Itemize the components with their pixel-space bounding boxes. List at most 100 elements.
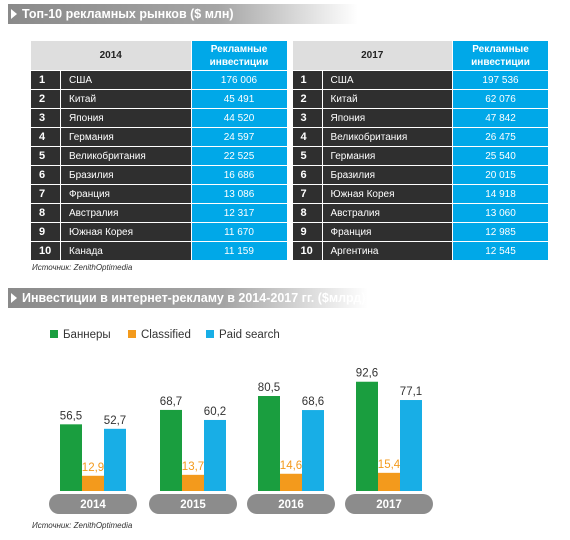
bar-баннеры [160,409,182,491]
country-cell: Китай [60,89,192,109]
x-tick-label: 2017 [376,499,402,511]
investment-cell: 25 540 [452,146,549,166]
country-cell: Великобритания [60,146,192,166]
investment-cell: 13 086 [190,184,288,204]
year-header-right: 2017 [291,40,453,71]
country-cell: Аргентина [321,241,453,261]
country-cell: Великобритания [321,127,453,147]
table-row: 8 Австралия 12 317 8 Австралия 13 060 [30,203,549,223]
bar-classified [280,473,302,491]
country-cell: Южная Корея [321,184,453,204]
data-label: 60,2 [204,406,226,418]
rank-cell: 3 [30,108,61,128]
rank-cell: 6 [291,165,323,185]
investment-cell: 11 159 [190,241,288,261]
bar-paid-search [104,428,126,491]
investment-cell: 45 491 [190,89,288,109]
bar-paid-search [400,400,422,491]
investment-cell: 197 536 [452,70,549,90]
table-row: 6 Бразилия 16 686 6 Бразилия 20 015 [30,165,549,185]
country-cell: Австралия [321,203,453,223]
column-gap [287,241,292,261]
table-row: 9 Южная Корея 11 670 9 Франция 12 985 [30,222,549,242]
country-cell: Германия [321,146,453,166]
country-cell: Бразилия [60,165,192,185]
column-gap [287,203,292,223]
rank-cell: 6 [30,165,61,185]
country-cell: Япония [60,108,192,128]
investment-cell: 12 545 [452,241,549,261]
bar-баннеры [60,424,82,491]
investment-header-right: Рекламные инвестиции [452,40,549,71]
investment-cell: 22 525 [190,146,288,166]
rank-cell: 4 [30,127,61,147]
legend-label: Classified [141,329,191,341]
investment-cell: 62 076 [452,89,549,109]
rank-cell: 1 [30,70,61,90]
bar-classified [182,474,204,491]
rank-cell: 7 [291,184,323,204]
rank-cell: 3 [291,108,323,128]
investment-cell: 12 985 [452,222,549,242]
table-row: 2 Китай 45 491 2 Китай 62 076 [30,89,549,109]
column-gap [287,127,292,147]
column-gap [287,184,292,204]
bar-paid-search [302,410,324,491]
legend-label: Paid search [219,329,280,341]
year-pill [149,494,237,514]
investment-cell: 14 918 [452,184,549,204]
investment-header-left: Рекламные инвестиции [190,40,288,71]
investment-cell: 44 520 [190,108,288,128]
country-cell: Япония [321,108,453,128]
source-note-top: Источник: ZenithOptimedia [32,263,133,272]
country-cell: Австралия [60,203,192,223]
top-markets-table: 2014 Рекламные инвестиции 2017 Рекламные… [30,40,549,261]
rank-cell: 4 [291,127,323,147]
table-row: 10 Канада 11 159 10 Аргентина 12 545 [30,241,549,261]
data-label: 56,5 [60,410,82,422]
year-pill [49,494,137,514]
data-label: 14,6 [280,460,302,472]
rank-cell: 5 [291,146,323,166]
rank-cell: 2 [30,89,61,109]
data-label: 77,1 [400,386,422,398]
data-label: 12,9 [82,462,104,474]
column-gap [287,108,292,128]
internet-ad-investment-chart: Баннеры Classified Paid search 2014 2015 2016… [49,329,433,514]
rank-cell: 10 [30,241,61,261]
bar-баннеры [258,396,280,491]
investment-cell: 26 475 [452,127,549,147]
rank-cell: 1 [291,70,323,90]
country-cell: Канада [60,241,192,261]
country-cell: Бразилия [321,165,453,185]
country-cell: США [321,70,453,90]
investment-cell: 16 686 [190,165,288,185]
data-label: 80,5 [258,382,280,394]
column-gap [287,89,292,109]
country-cell: Франция [321,222,453,242]
column-gap [287,40,292,71]
year-pill [345,494,433,514]
legend-label: Баннеры [63,329,111,341]
legend-swatch [50,330,58,338]
investment-cell: 24 597 [190,127,288,147]
rank-cell: 5 [30,146,61,166]
rank-cell: 10 [291,241,323,261]
bar-баннеры [356,381,378,491]
data-label: 52,7 [104,415,126,427]
rank-cell: 9 [30,222,61,242]
country-cell: Южная Корея [60,222,192,242]
column-gap [287,146,292,166]
column-gap [287,70,292,90]
table-row: 5 Великобритания 22 525 5 Германия 25 540 [30,146,549,166]
investment-cell: 12 317 [190,203,288,223]
data-label: 92,6 [356,368,378,380]
table-row: 4 Германия 24 597 4 Великобритания 26 475 [30,127,549,147]
legend-swatch [128,330,136,338]
data-label: 13,7 [182,461,204,473]
year-header-left: 2014 [30,40,192,71]
investment-cell: 11 670 [190,222,288,242]
rank-cell: 8 [291,203,323,223]
bar-classified [378,472,400,491]
bar-classified [82,475,104,491]
